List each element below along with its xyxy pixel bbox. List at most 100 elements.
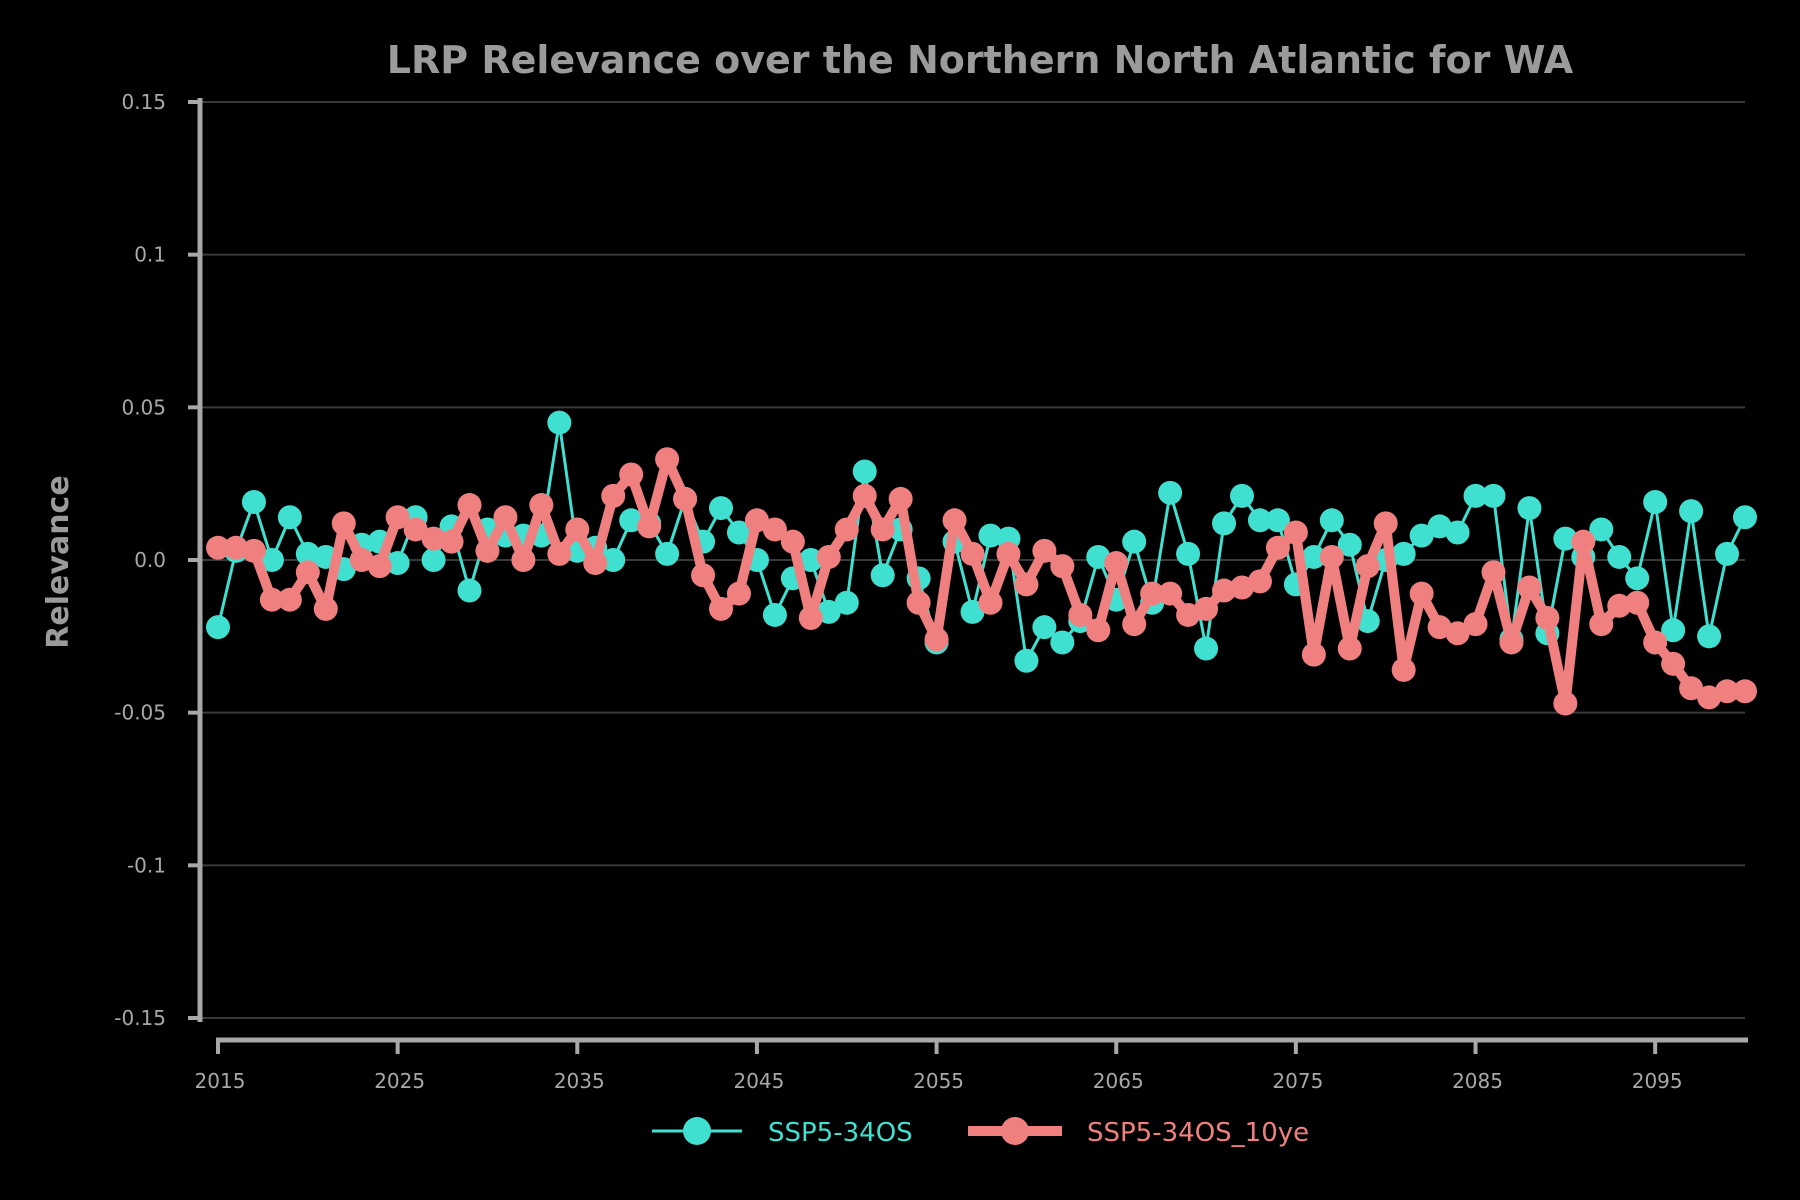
data-point[interactable] [1553,526,1578,551]
data-point[interactable] [960,599,985,624]
data-point[interactable] [1194,596,1219,621]
data-point[interactable] [906,590,931,615]
data-point[interactable] [601,483,626,508]
data-point[interactable] [367,554,392,579]
data-point[interactable] [385,505,410,530]
data-point[interactable] [1301,642,1326,667]
data-point[interactable] [744,508,769,533]
data-point[interactable] [1679,499,1704,524]
data-point[interactable] [1050,554,1075,579]
data-point[interactable] [1571,529,1596,554]
data-point[interactable] [1517,575,1542,600]
data-point[interactable] [1391,541,1416,566]
data-point[interactable] [1301,544,1326,569]
data-point[interactable] [1247,508,1272,533]
data-point[interactable] [834,517,859,542]
data-point[interactable] [1176,541,1201,566]
legend-item-ssp5-34os[interactable]: SSP5-34OS [652,1117,913,1148]
data-point[interactable] [277,587,302,612]
data-point[interactable] [1517,496,1542,521]
data-point[interactable] [1589,612,1614,637]
data-point[interactable] [1463,483,1488,508]
data-point[interactable] [1247,569,1272,594]
data-point[interactable] [1607,544,1632,569]
data-point[interactable] [1607,593,1632,618]
data-point[interactable] [259,587,284,612]
data-point[interactable] [637,514,662,539]
data-point[interactable] [673,486,698,511]
data-point[interactable] [1373,511,1398,536]
data-point[interactable] [583,551,608,576]
data-point[interactable] [816,544,841,569]
data-point[interactable] [1409,581,1434,606]
data-point[interactable] [960,541,985,566]
data-point[interactable] [1283,520,1308,545]
data-point[interactable] [403,517,428,542]
data-point[interactable] [1589,517,1614,542]
data-point[interactable] [1104,551,1129,576]
data-point[interactable] [1212,511,1237,536]
data-point[interactable] [1158,581,1183,606]
data-point[interactable] [1391,657,1416,682]
data-point[interactable] [457,493,482,518]
data-point[interactable] [1499,630,1524,655]
data-point[interactable] [1445,621,1470,646]
data-point[interactable] [996,541,1021,566]
data-point[interactable] [762,517,787,542]
data-point[interactable] [1715,541,1740,566]
legend-item-ssp5-34os-10ye[interactable]: SSP5-34OS_10ye [968,1117,1309,1148]
data-point[interactable] [1122,529,1147,554]
data-point[interactable] [1337,636,1362,661]
data-point[interactable] [978,523,1003,548]
data-point[interactable] [978,590,1003,615]
data-point[interactable] [1715,679,1740,704]
data-point[interactable] [385,551,410,576]
data-point[interactable] [529,493,554,518]
data-point[interactable] [726,581,751,606]
data-point[interactable] [1032,538,1057,563]
data-point[interactable] [1697,624,1722,649]
data-point[interactable] [206,535,230,560]
data-point[interactable] [1337,532,1362,557]
data-point[interactable] [1158,480,1183,505]
data-point[interactable] [1032,615,1057,640]
data-point[interactable] [1733,505,1757,530]
data-point[interactable] [1014,572,1039,597]
data-point[interactable] [601,548,626,572]
data-point[interactable] [852,483,877,508]
data-point[interactable] [1050,630,1075,655]
data-point[interactable] [1068,602,1093,627]
data-point[interactable] [1409,523,1434,548]
data-point[interactable] [619,462,644,487]
data-point[interactable] [259,548,284,572]
data-point[interactable] [762,602,787,627]
data-point[interactable] [1643,630,1668,655]
data-point[interactable] [1140,581,1165,606]
data-point[interactable] [942,508,967,533]
data-point[interactable] [1661,618,1686,643]
data-point[interactable] [1463,612,1488,637]
data-point[interactable] [1625,566,1650,591]
data-point[interactable] [655,541,680,566]
data-point[interactable] [1212,578,1237,603]
data-point[interactable] [241,489,266,514]
data-point[interactable] [241,538,266,563]
data-point[interactable] [1014,648,1039,673]
data-point[interactable] [924,627,949,652]
data-point[interactable] [870,517,895,542]
data-point[interactable] [295,560,320,585]
data-point[interactable] [1643,489,1668,514]
data-point[interactable] [1679,676,1704,701]
data-point[interactable] [313,596,338,621]
data-point[interactable] [421,526,446,551]
data-point[interactable] [1086,618,1111,643]
data-point[interactable] [1265,535,1290,560]
data-point[interactable] [421,548,446,572]
data-point[interactable] [439,529,464,554]
data-point[interactable] [1319,544,1344,569]
data-point[interactable] [206,615,230,640]
data-point[interactable] [870,563,895,588]
data-point[interactable] [798,606,823,631]
data-point[interactable] [798,548,823,572]
data-point[interactable] [1661,651,1686,676]
